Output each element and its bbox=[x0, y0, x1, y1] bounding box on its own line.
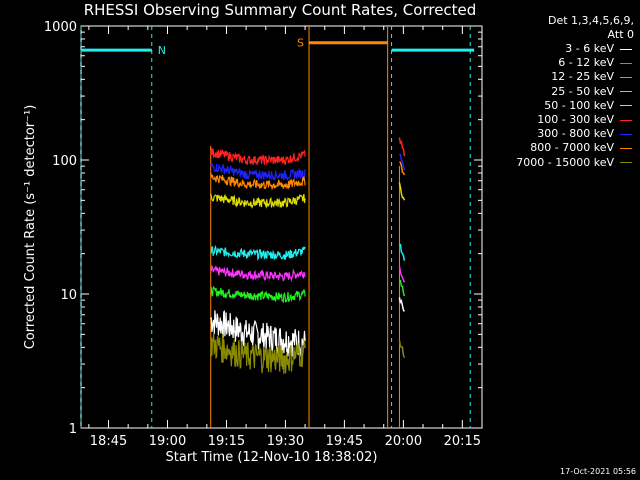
x-axis-label: Start Time (12-Nov-10 18:38:02) bbox=[166, 450, 378, 465]
series-late-segment-2 bbox=[399, 279, 406, 297]
legend-swatch bbox=[620, 162, 632, 164]
series-late-segment-4 bbox=[398, 182, 406, 201]
series-late-segment-7 bbox=[399, 161, 406, 176]
series-line-1 bbox=[210, 264, 306, 282]
legend-detector-header: Det 1,3,4,5,6,9, bbox=[547, 14, 634, 27]
series-late-segment-6 bbox=[399, 153, 406, 171]
legend-entry-label: 50 - 100 keV bbox=[544, 98, 614, 112]
page-title: RHESSI Observing Summary Count Rates, Co… bbox=[83, 1, 477, 19]
series-late-segment-8 bbox=[398, 339, 406, 359]
x-tick-label: 19:15 bbox=[208, 434, 245, 449]
x-tick-label: 19:00 bbox=[149, 434, 186, 449]
y-axis-label: Corrected Count Rate (s⁻¹ detector⁻¹) bbox=[23, 105, 38, 350]
x-tick-label: 20:15 bbox=[444, 434, 481, 449]
x-tick-label: 20:00 bbox=[385, 434, 422, 449]
series-late-segment-3 bbox=[399, 243, 406, 261]
x-tick-label: 19:45 bbox=[326, 434, 363, 449]
flag-label: S bbox=[297, 37, 304, 50]
x-tick-label: 19:30 bbox=[267, 434, 304, 449]
legend-swatch bbox=[620, 133, 632, 135]
plot-frame bbox=[80, 25, 483, 429]
legend-swatch bbox=[620, 48, 632, 50]
series-line-5 bbox=[210, 147, 306, 166]
series-line-3 bbox=[210, 244, 306, 261]
legend-entry-label: 800 - 7000 keV bbox=[530, 141, 614, 155]
legend-entry-label: 7000 - 15000 keV bbox=[516, 155, 614, 169]
legend-attenuator-header: Att 0 bbox=[607, 28, 634, 41]
legend-entry: 7000 - 15000 keV bbox=[516, 156, 632, 169]
legend-swatch bbox=[620, 119, 632, 121]
legend-entry: 300 - 800 keV bbox=[537, 127, 632, 140]
legend-entry-label: 25 - 50 keV bbox=[551, 84, 614, 98]
legend-swatch bbox=[620, 91, 632, 93]
legend-entry: 3 - 6 keV bbox=[565, 42, 632, 55]
legend-swatch bbox=[620, 76, 632, 78]
series-line-7 bbox=[210, 172, 306, 191]
legend-swatch bbox=[620, 62, 632, 64]
legend-entry: 12 - 25 keV bbox=[551, 70, 632, 83]
legend-entry: 100 - 300 keV bbox=[537, 113, 632, 126]
legend-entry-label: 12 - 25 keV bbox=[551, 70, 614, 84]
legend-entry-label: 300 - 800 keV bbox=[537, 127, 614, 141]
series-line-2 bbox=[210, 285, 306, 304]
y-tick-label: 100 bbox=[52, 154, 77, 169]
legend-entry-label: 6 - 12 keV bbox=[558, 56, 614, 70]
y-tick-label: 1000 bbox=[44, 20, 77, 35]
series-line-8 bbox=[210, 332, 306, 374]
legend-swatch bbox=[620, 147, 632, 149]
legend-entry: 6 - 12 keV bbox=[558, 56, 632, 69]
legend-entry: 25 - 50 keV bbox=[551, 85, 632, 98]
legend-entry-label: 100 - 300 keV bbox=[537, 113, 614, 126]
y-tick-label: 1 bbox=[69, 422, 77, 437]
legend-entry-label: 3 - 6 keV bbox=[565, 42, 614, 55]
series-late-segment-1 bbox=[398, 265, 406, 283]
legend-entry: 800 - 7000 keV bbox=[530, 141, 632, 154]
series-late-segment-5 bbox=[398, 137, 406, 157]
y-tick-label: 10 bbox=[60, 288, 77, 303]
x-tick-label: 18:45 bbox=[90, 434, 127, 449]
series-late-segment-0 bbox=[398, 297, 406, 312]
series-line-6 bbox=[210, 163, 306, 181]
series-line-4 bbox=[210, 193, 306, 209]
footer-timestamp: 17-Oct-2021 05:56 bbox=[560, 467, 636, 476]
flag-label: N bbox=[158, 44, 166, 57]
legend-swatch bbox=[620, 105, 632, 107]
legend-entry: 50 - 100 keV bbox=[544, 99, 632, 112]
